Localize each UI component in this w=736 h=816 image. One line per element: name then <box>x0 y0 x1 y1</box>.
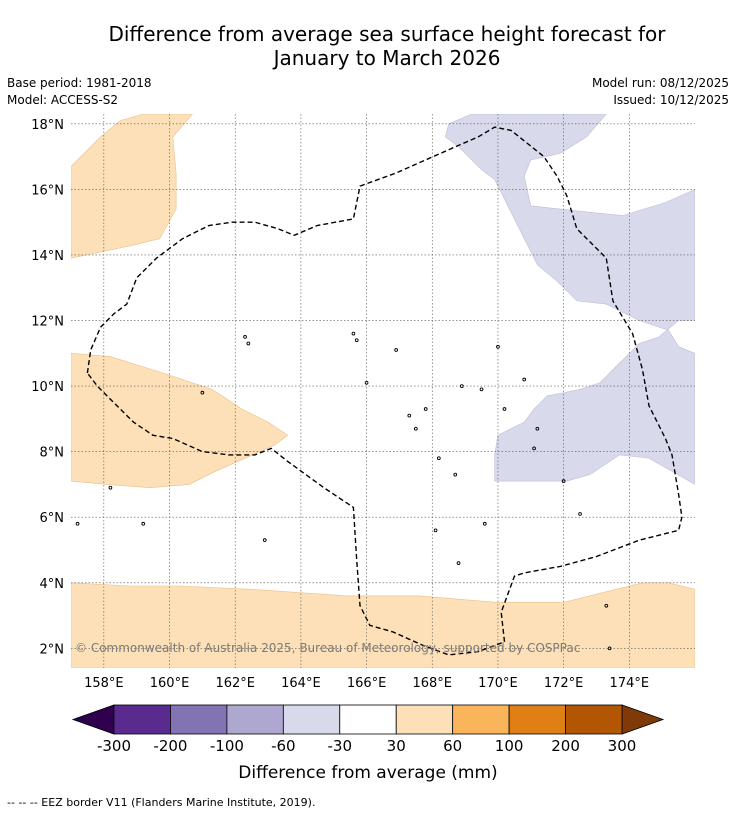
lon-tick-label: 168°E <box>412 676 452 691</box>
anomaly-region-2 <box>71 352 289 489</box>
colorbar-tick-label: -30 <box>328 737 353 755</box>
colorbar-tick-label: 200 <box>551 737 580 755</box>
colorbar-tick-label: -200 <box>153 737 187 755</box>
lon-tick-label: 166°E <box>347 676 387 691</box>
meta-right: Model run: 08/12/2025 Issued: 10/12/2025 <box>592 75 729 109</box>
eez-border-line <box>86 126 683 656</box>
island-outline <box>246 341 251 346</box>
page-title: Difference from average sea surface heig… <box>0 22 736 70</box>
copyright-text: © Commonwealth of Australia 2025, Bureau… <box>75 641 580 655</box>
lat-tick-label: 16°N <box>31 183 64 198</box>
island-outline <box>456 561 461 565</box>
meta-left: Base period: 1981-2018 Model: ACCESS-S2 <box>7 75 152 109</box>
base-period: Base period: 1981-2018 <box>7 76 152 90</box>
lat-tick-label: 4°N <box>40 577 65 592</box>
lon-tick-label: 172°E <box>544 676 584 691</box>
title-line-1: Difference from average sea surface heig… <box>108 22 666 46</box>
issued-date: Issued: 10/12/2025 <box>613 93 729 107</box>
colorbar-segment <box>226 704 284 735</box>
colorbar-extend-high <box>621 704 665 735</box>
island-outline <box>502 407 507 411</box>
lat-tick-label: 18°N <box>31 118 64 133</box>
lon-tick-label: 174°E <box>610 676 650 691</box>
island-outline <box>453 472 458 477</box>
island-outline <box>433 528 438 533</box>
island-outline <box>262 538 267 543</box>
island-outline <box>141 521 146 526</box>
colorbar-tick-label: -300 <box>97 737 131 755</box>
anomaly-region-1 <box>71 114 193 259</box>
island-outline <box>522 377 527 382</box>
island-outline <box>200 390 205 395</box>
colorbar-tick-label: 300 <box>608 737 637 755</box>
island-outline <box>578 512 582 516</box>
anomaly-region-3 <box>71 582 695 668</box>
colorbar-segment <box>170 704 228 735</box>
island-outline <box>479 387 484 392</box>
colorbar-segment <box>339 704 397 735</box>
colorbar-extend-low <box>71 704 115 735</box>
island-outline <box>75 521 80 526</box>
island-outline <box>604 603 609 608</box>
island-outline <box>496 344 500 349</box>
island-outline <box>561 479 566 483</box>
island-outline <box>436 456 441 461</box>
lon-tick-label: 160°E <box>150 676 190 691</box>
colorbar-tick-label: -100 <box>210 737 244 755</box>
colorbar-segment <box>565 704 623 735</box>
colorbar-segment <box>452 704 510 735</box>
model-run-date: Model run: 08/12/2025 <box>591 76 729 90</box>
island-outline <box>459 384 464 388</box>
lon-tick-label: 170°E <box>478 676 518 691</box>
colorbar-tick-label: 60 <box>443 737 462 755</box>
lat-tick-label: 12°N <box>31 315 64 330</box>
lon-tick-label: 162°E <box>215 676 255 691</box>
island-outline <box>354 338 359 343</box>
colorbar-tick-label: 30 <box>387 737 406 755</box>
island-outline <box>407 413 412 418</box>
model-name: Model: ACCESS-S2 <box>7 93 119 107</box>
colorbar-segment <box>282 704 341 735</box>
lat-tick-label: 8°N <box>40 446 65 461</box>
colorbar-label: Difference from average (mm) <box>238 763 498 783</box>
colorbar-segment <box>113 704 171 735</box>
title-line-2: January to March 2026 <box>273 46 501 70</box>
island-outline <box>351 331 356 336</box>
lat-tick-label: 14°N <box>31 249 64 264</box>
lon-tick-label: 164°E <box>281 676 321 691</box>
island-outline <box>607 646 612 651</box>
island-outline <box>364 380 369 385</box>
island-outline <box>243 335 247 339</box>
island-outline <box>108 485 113 490</box>
island-outline <box>482 521 487 526</box>
lat-tick-label: 2°N <box>40 642 65 657</box>
colorbar-tick-label: -60 <box>271 737 296 755</box>
eez-legend-note: -- -- -- EEZ border V11 (Flanders Marine… <box>7 796 316 809</box>
island-outline <box>532 446 536 451</box>
island-outline <box>394 348 398 352</box>
sea-level-map: 158°E 160°E 162°E 164°E 166°E 168°E 170°E 172°E… <box>31 114 695 691</box>
lon-tick-label: 158°E <box>84 676 124 691</box>
colorbar-segment <box>395 704 454 735</box>
colorbar-segment <box>508 704 566 735</box>
anomaly-region-4 <box>445 114 695 485</box>
island-outline <box>413 426 418 431</box>
island-outline <box>423 407 428 411</box>
lat-tick-label: 10°N <box>31 380 64 395</box>
lat-tick-label: 6°N <box>40 511 65 526</box>
colorbar-tick-label: 100 <box>495 737 524 755</box>
island-outline <box>535 426 540 431</box>
